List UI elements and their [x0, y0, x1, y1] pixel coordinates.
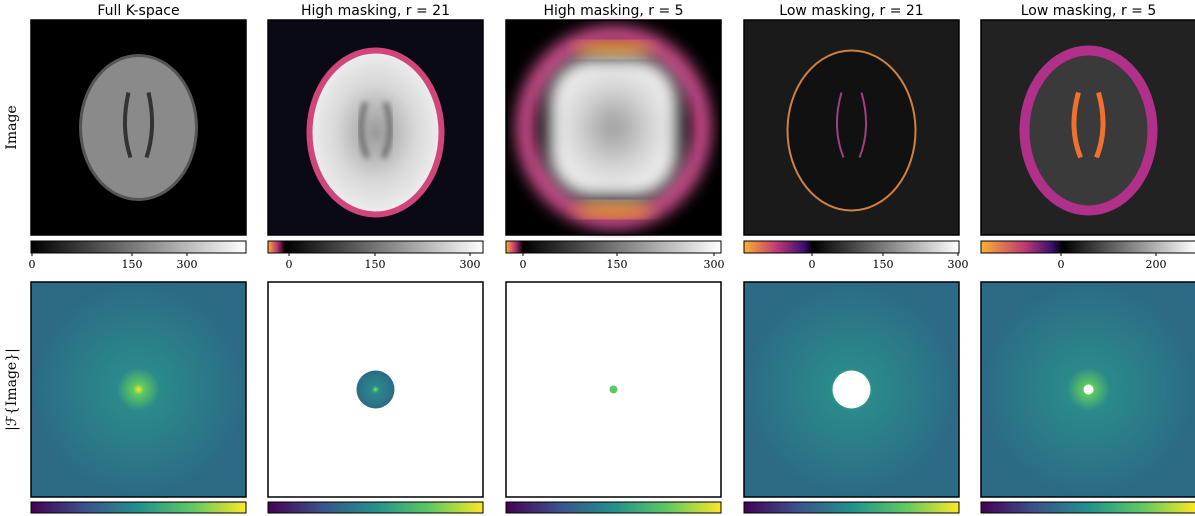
- column-title: Low masking, r = 5: [1021, 3, 1156, 19]
- colorbar: [268, 502, 483, 513]
- colorbar-tick-label: 300: [948, 258, 969, 271]
- image-panel: 0 150 300: [268, 20, 483, 271]
- brain: [81, 56, 197, 200]
- mask: [833, 371, 871, 409]
- image-panel: 0 150 300: [29, 20, 247, 271]
- kspace-panel: [744, 282, 959, 513]
- colorbar-tick-label: 0: [1058, 258, 1065, 271]
- colorbar: [981, 241, 1195, 253]
- blob: [549, 58, 679, 198]
- ring: [310, 51, 442, 215]
- kspace-panel: [981, 282, 1195, 513]
- colorbar-tick-label: 0: [809, 258, 816, 271]
- brain-edge: [788, 51, 916, 211]
- row-label: Image: [4, 105, 20, 149]
- colorbar-tick-label: 300: [177, 258, 198, 271]
- colorbar-tick-label: 200: [1146, 258, 1167, 271]
- image-panel: 0 150 300: [744, 20, 969, 271]
- colorbar: [506, 502, 721, 513]
- column-title: Full K-space: [97, 3, 179, 19]
- colorbar: [744, 502, 959, 513]
- halo-hot: [574, 202, 654, 218]
- colorbar: [31, 502, 246, 513]
- colorbar-tick-label: 0: [286, 258, 293, 271]
- panels: Image |ℱ{Image}| Full K-space 0 150 300 High m…: [4, 3, 1195, 513]
- halo-hot: [574, 42, 654, 58]
- kspace-panel: [31, 282, 246, 513]
- colorbar-tick-label: 300: [460, 258, 481, 271]
- kspace-panel: [268, 282, 483, 513]
- brain-edge: [1025, 51, 1153, 211]
- mask: [1084, 385, 1094, 395]
- column-title: High masking, r = 21: [301, 3, 450, 19]
- row-label: |ℱ{Image}|: [4, 348, 20, 431]
- column-title: Low masking, r = 21: [779, 3, 923, 19]
- kspace-disk: [610, 386, 618, 394]
- colorbar-tick-label: 0: [520, 258, 527, 271]
- column-title: High masking, r = 5: [543, 3, 683, 19]
- colorbar-tick-label: 150: [873, 258, 894, 271]
- kspace-panel: [506, 282, 721, 513]
- colorbar: [744, 241, 959, 253]
- background: [31, 282, 246, 497]
- colorbar-tick-label: 150: [122, 258, 143, 271]
- image-panel: 0 150 300: [506, 20, 725, 271]
- colorbar-tick-label: 150: [607, 258, 628, 271]
- colorbar: [268, 241, 483, 253]
- colorbar: [31, 241, 246, 253]
- figure: Image |ℱ{Image}| Full K-space 0 150 300 High m…: [0, 0, 1195, 516]
- kspace-disk: [357, 371, 395, 409]
- colorbar: [981, 502, 1195, 513]
- colorbar-tick-label: 150: [365, 258, 386, 271]
- colorbar-tick-label: 300: [704, 258, 725, 271]
- colorbar: [506, 241, 721, 253]
- colorbar-tick-label: 0: [29, 258, 36, 271]
- image-panel: 0 200: [981, 20, 1195, 271]
